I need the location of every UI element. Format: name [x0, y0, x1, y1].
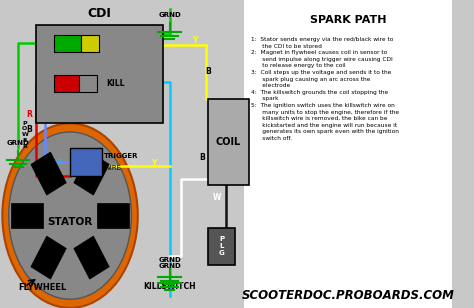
Polygon shape: [31, 152, 66, 195]
Text: GRND: GRND: [7, 140, 29, 146]
Bar: [36, 25, 163, 123]
Text: R: R: [27, 110, 32, 119]
Text: CDI: CDI: [88, 7, 111, 20]
Text: SCOOTERDOC.PROBOARDS.COM: SCOOTERDOC.PROBOARDS.COM: [242, 289, 455, 302]
Text: B: B: [199, 153, 205, 162]
Text: KILL: KILL: [106, 79, 125, 88]
Bar: [79, 75, 97, 92]
Text: B: B: [27, 125, 32, 134]
Bar: [82, 35, 100, 52]
Ellipse shape: [9, 132, 131, 299]
Bar: [208, 99, 249, 185]
Text: GRND: GRND: [158, 257, 181, 263]
Text: SPARK PATH: SPARK PATH: [310, 15, 386, 25]
Text: BL: BL: [56, 159, 64, 165]
Text: P
L
G: P L G: [219, 237, 224, 256]
Text: COIL: COIL: [216, 137, 241, 147]
Text: Y: Y: [191, 36, 197, 45]
Bar: [208, 228, 235, 265]
Text: W: W: [212, 193, 221, 202]
Text: STATOR: STATOR: [47, 217, 93, 227]
Polygon shape: [97, 203, 129, 228]
Polygon shape: [11, 203, 43, 228]
Text: 1:  Stator sends energy via the red/black wire to
      the CDI to be stored
2: : 1: Stator sends energy via the red/black…: [251, 37, 399, 141]
Text: GRND: GRND: [158, 13, 181, 18]
Text: TRIGGER: TRIGGER: [104, 152, 138, 159]
Text: KILLSWITCH: KILLSWITCH: [143, 282, 196, 291]
Text: FLYWHEEL: FLYWHEEL: [18, 282, 66, 291]
Text: GRND: GRND: [158, 264, 181, 270]
Text: B: B: [205, 67, 211, 76]
Text: WIRE: WIRE: [104, 165, 122, 171]
Bar: [54, 35, 82, 52]
Polygon shape: [74, 236, 109, 279]
Text: P
O
W
E
R: P O W E R: [21, 121, 28, 149]
Polygon shape: [31, 236, 66, 279]
Polygon shape: [74, 152, 109, 195]
Bar: [244, 0, 452, 308]
Ellipse shape: [2, 123, 138, 308]
Text: Y: Y: [151, 159, 156, 168]
Bar: [70, 148, 102, 176]
Bar: [54, 75, 79, 92]
